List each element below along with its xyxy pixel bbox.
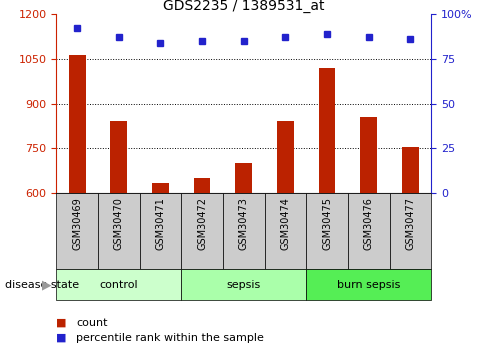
Text: control: control bbox=[99, 280, 138, 289]
Text: disease state: disease state bbox=[5, 280, 79, 289]
Text: GSM30475: GSM30475 bbox=[322, 197, 332, 250]
Text: ■: ■ bbox=[56, 333, 67, 343]
Text: GSM30469: GSM30469 bbox=[72, 197, 82, 250]
Bar bbox=[306, 193, 348, 269]
Text: percentile rank within the sample: percentile rank within the sample bbox=[76, 333, 264, 343]
Bar bbox=[194, 178, 210, 193]
Title: GDS2235 / 1389531_at: GDS2235 / 1389531_at bbox=[163, 0, 324, 13]
Text: count: count bbox=[76, 318, 107, 327]
Bar bbox=[360, 117, 377, 193]
Text: GSM30472: GSM30472 bbox=[197, 197, 207, 250]
Text: burn sepsis: burn sepsis bbox=[337, 280, 400, 289]
Bar bbox=[402, 147, 418, 193]
Bar bbox=[181, 193, 223, 269]
Bar bbox=[223, 193, 265, 269]
Bar bbox=[56, 193, 98, 269]
Bar bbox=[390, 193, 431, 269]
Bar bbox=[348, 193, 390, 269]
Text: GSM30477: GSM30477 bbox=[405, 197, 416, 250]
Bar bbox=[277, 121, 294, 193]
Text: GSM30471: GSM30471 bbox=[155, 197, 166, 250]
Bar bbox=[69, 55, 85, 193]
Text: GSM30470: GSM30470 bbox=[114, 197, 124, 250]
Text: GSM30473: GSM30473 bbox=[239, 197, 249, 250]
Bar bbox=[318, 68, 335, 193]
Bar bbox=[110, 121, 127, 193]
Text: sepsis: sepsis bbox=[227, 280, 261, 289]
Text: GSM30474: GSM30474 bbox=[280, 197, 291, 250]
Bar bbox=[265, 193, 306, 269]
Bar bbox=[152, 183, 169, 193]
Bar bbox=[235, 163, 252, 193]
Text: ■: ■ bbox=[56, 318, 67, 327]
Bar bbox=[56, 269, 181, 300]
Bar bbox=[306, 269, 431, 300]
Bar bbox=[98, 193, 140, 269]
Text: GSM30476: GSM30476 bbox=[364, 197, 374, 250]
Bar bbox=[140, 193, 181, 269]
Text: ▶: ▶ bbox=[42, 278, 51, 291]
Bar bbox=[181, 269, 306, 300]
